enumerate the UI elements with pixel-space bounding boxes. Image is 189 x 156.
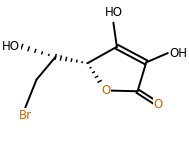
- Text: O: O: [154, 98, 163, 111]
- Text: Br: Br: [19, 109, 32, 122]
- Text: OH: OH: [170, 46, 187, 60]
- Text: HO: HO: [104, 7, 122, 20]
- Text: HO: HO: [2, 40, 20, 53]
- Text: O: O: [101, 84, 110, 97]
